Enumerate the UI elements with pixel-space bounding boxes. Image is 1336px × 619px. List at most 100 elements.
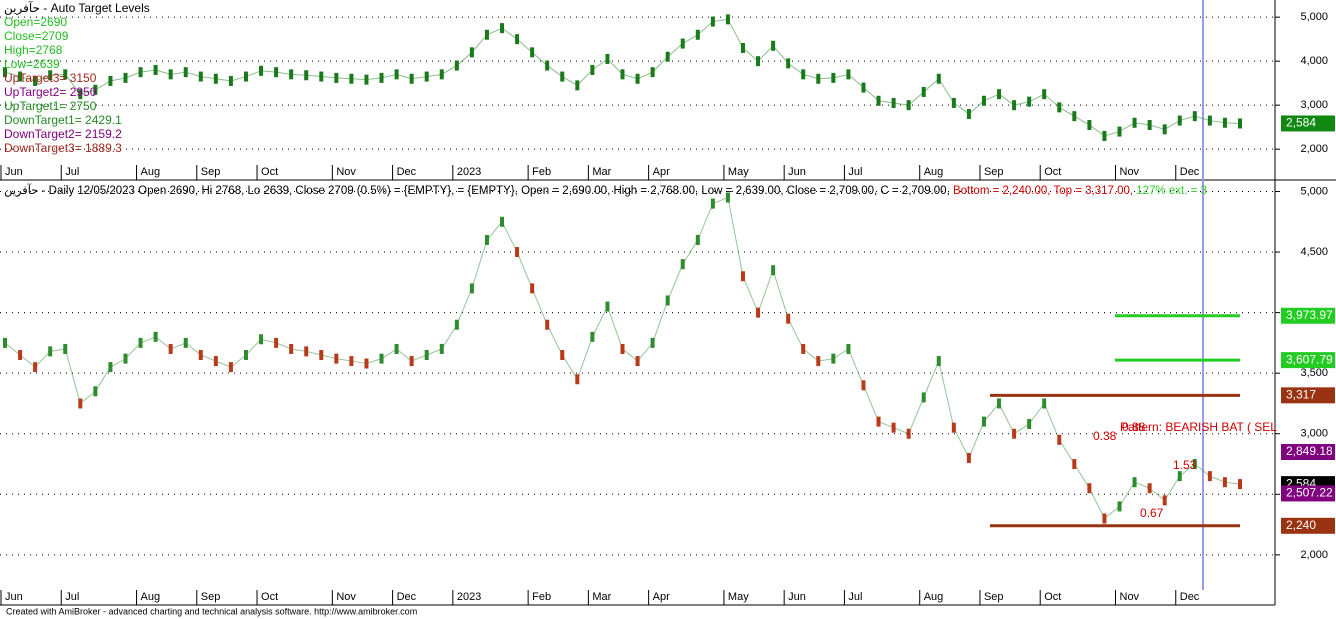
- target-annotation: Low=2639: [4, 57, 60, 71]
- footer: Created with AmiBroker - advanced charti…: [6, 606, 417, 616]
- price-bar: [771, 265, 776, 276]
- price-bar: [620, 69, 625, 80]
- price-bar: [274, 67, 279, 78]
- price-bar: [1117, 501, 1122, 512]
- target-annotation: High=2768: [4, 43, 63, 57]
- price-bar: [1087, 119, 1092, 130]
- price-bar: [816, 356, 821, 367]
- pattern-label: 0.88: [1122, 420, 1146, 434]
- target-annotation: DownTarget1= 2429.1: [4, 113, 122, 127]
- price-bar: [153, 331, 158, 342]
- price-bar: [33, 362, 38, 373]
- pattern-label: 0.67: [1140, 506, 1164, 520]
- price-bar: [1147, 483, 1152, 494]
- y-tick-label: 4,500: [1300, 246, 1328, 258]
- y-tick-label: 3,000: [1300, 99, 1328, 111]
- header-segment: 127% ext. = 3: [1136, 185, 1207, 197]
- price-bar: [93, 84, 98, 95]
- price-bar: [18, 350, 23, 361]
- price-bar: [243, 350, 248, 361]
- price-bar: [1087, 483, 1092, 494]
- price-bar: [816, 73, 821, 84]
- price-bar: [1102, 513, 1107, 524]
- price-bar: [605, 53, 610, 64]
- price-bar: [439, 69, 444, 80]
- panel-header: حآفرین - Daily 12/05/2023 Open 2690, Hi …: [4, 182, 1207, 197]
- header-segment: حآفرین - Daily 12/05/2023 Open 2690, Hi …: [4, 182, 953, 197]
- level-badge: [1281, 352, 1335, 369]
- price-bar: [394, 69, 399, 80]
- x-tick-label: Feb: [532, 166, 551, 178]
- price-bar: [680, 259, 685, 270]
- level-label: 3,607.79: [1286, 352, 1333, 366]
- x-tick-label: Jun: [5, 591, 23, 603]
- price-bar: [183, 337, 188, 348]
- price-bar: [530, 283, 535, 294]
- price-bar: [650, 337, 655, 348]
- price-bar: [590, 331, 595, 342]
- price-bar: [304, 346, 309, 357]
- x-tick-label: Nov: [1120, 591, 1140, 603]
- price-bar: [1057, 434, 1062, 445]
- price-bar: [289, 343, 294, 354]
- header-segment: Bottom = 2,240.00,: [953, 185, 1054, 197]
- price-bar: [153, 64, 158, 75]
- price-bar: [831, 353, 836, 364]
- price-bar: [710, 198, 715, 209]
- target-annotation: Open=2690: [4, 15, 67, 29]
- price-bar: [981, 95, 986, 106]
- x-tick-label: Jun: [788, 591, 806, 603]
- price-bar: [515, 247, 520, 258]
- pattern-label: 1.53: [1173, 458, 1197, 472]
- price-bar: [1132, 477, 1137, 488]
- x-tick-label: Nov: [336, 591, 356, 603]
- price-bar: [424, 71, 429, 82]
- x-tick-label: Mar: [592, 166, 611, 178]
- x-tick-label: Nov: [336, 166, 356, 178]
- price-bar: [650, 67, 655, 78]
- price-bar: [846, 343, 851, 354]
- price-bar: [78, 398, 83, 409]
- price-bar: [259, 65, 264, 76]
- price-bar: [801, 69, 806, 80]
- price-bar: [1042, 89, 1047, 100]
- price-bar: [545, 60, 550, 71]
- x-tick-label: Sep: [201, 166, 221, 178]
- price-bar: [590, 64, 595, 75]
- price-bar: [123, 72, 128, 83]
- price-bar: [108, 362, 113, 373]
- price-bar: [515, 34, 520, 45]
- price-bar: [891, 97, 896, 108]
- x-tick-label: Jun: [788, 166, 806, 178]
- x-tick-label: Oct: [1044, 591, 1061, 603]
- price-bar: [861, 380, 866, 391]
- price-bar: [364, 74, 369, 85]
- price-bar: [33, 75, 38, 86]
- price-bar: [1012, 100, 1017, 111]
- price-bar: [3, 67, 7, 78]
- price-bar: [786, 313, 791, 324]
- price-bar: [1117, 126, 1122, 137]
- x-tick-label: Oct: [261, 166, 278, 178]
- level-badge: [1281, 517, 1335, 534]
- price-bar: [469, 283, 474, 294]
- level-badge: [1281, 387, 1335, 404]
- price-bar: [846, 69, 851, 80]
- x-tick-label: Jun: [5, 166, 23, 178]
- x-tick-label: Aug: [141, 591, 161, 603]
- x-tick-label: Aug: [141, 166, 161, 178]
- price-bar: [951, 422, 956, 433]
- price-bar: [695, 234, 700, 245]
- price-bar: [63, 343, 68, 354]
- price-bar: [861, 82, 866, 93]
- x-tick-label: Dec: [397, 591, 417, 603]
- price-bar: [936, 73, 941, 84]
- x-tick-label: Aug: [924, 591, 944, 603]
- price-bar: [379, 72, 384, 83]
- y-tick-label: 5,000: [1300, 185, 1328, 197]
- target-annotation: UpTarget3= 3150: [4, 71, 97, 85]
- price-bar: [108, 75, 113, 86]
- price-bar: [213, 73, 218, 84]
